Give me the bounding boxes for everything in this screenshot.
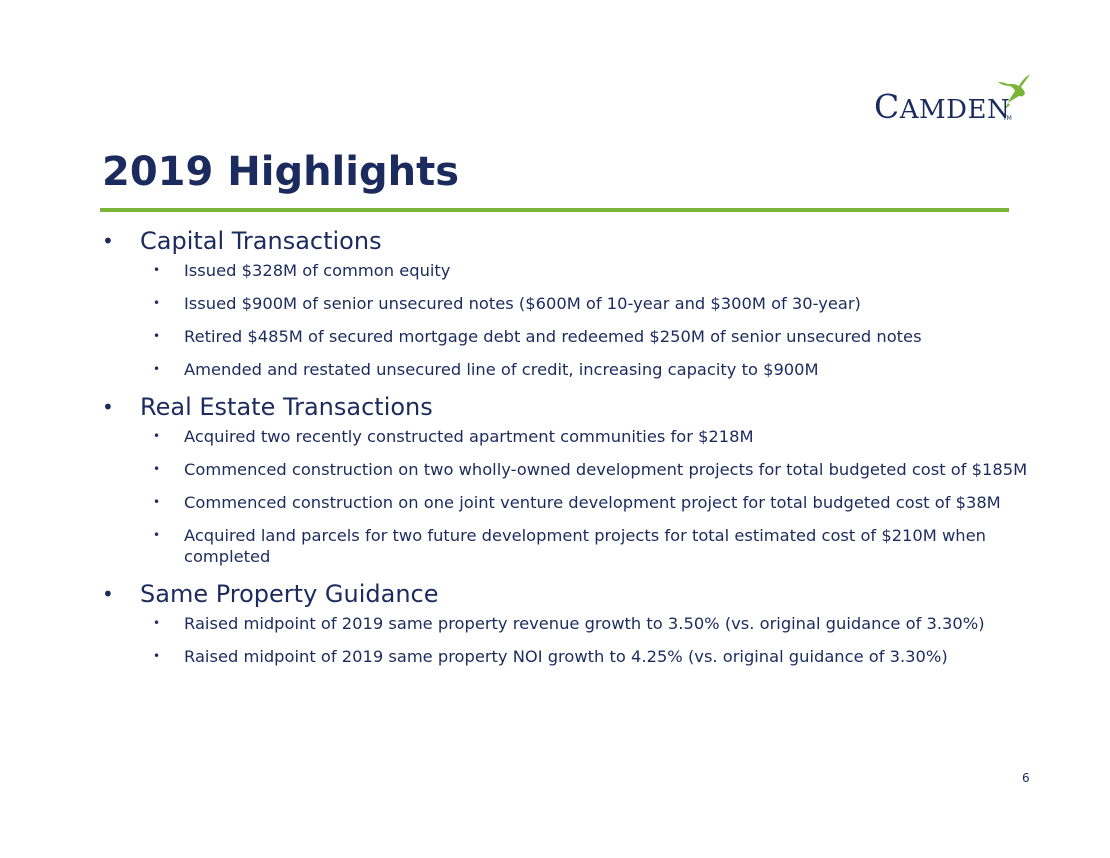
list-item: • Commenced construction on one joint ven… bbox=[100, 492, 1040, 513]
page-title: 2019 Highlights bbox=[102, 149, 460, 195]
list-item-text: Acquired two recently constructed apartm… bbox=[184, 427, 754, 446]
section-heading: • Capital Transactions bbox=[100, 226, 1040, 256]
section-real-estate-transactions: • Real Estate Transactions • Acquired two… bbox=[100, 392, 1040, 567]
list-item: • Issued $900M of senior unsecured notes … bbox=[100, 293, 1040, 314]
logo-wordmark: CAMDEN bbox=[874, 90, 1010, 123]
section-heading: • Same Property Guidance bbox=[100, 579, 1040, 609]
section-heading-text: Real Estate Transactions bbox=[140, 393, 433, 421]
logo-trademark: TM bbox=[1003, 115, 1012, 122]
list-item: • Issued $328M of common equity bbox=[100, 260, 1040, 281]
list-item-text: Raised midpoint of 2019 same property NO… bbox=[184, 647, 948, 666]
sub-bullet-icon: • bbox=[153, 329, 161, 343]
sub-bullet-icon: • bbox=[153, 495, 161, 509]
logo-initial: C bbox=[874, 87, 900, 126]
sub-bullet-icon: • bbox=[153, 263, 161, 277]
section-heading: • Real Estate Transactions bbox=[100, 392, 1040, 422]
hummingbird-logo-icon bbox=[998, 74, 1030, 110]
list-item-text: Acquired land parcels for two future dev… bbox=[184, 526, 986, 566]
bullet-icon: • bbox=[102, 229, 114, 253]
list-item: • Raised midpoint of 2019 same property r… bbox=[100, 613, 1040, 634]
sub-bullet-icon: • bbox=[153, 296, 161, 310]
list-item-text: Commenced construction on one joint vent… bbox=[184, 493, 1001, 512]
section-heading-text: Capital Transactions bbox=[140, 227, 382, 255]
list-item: • Commenced construction on two wholly-ow… bbox=[100, 459, 1040, 480]
list-item-text: Raised midpoint of 2019 same property re… bbox=[184, 614, 985, 633]
title-divider bbox=[100, 208, 1009, 212]
list-item: • Acquired land parcels for two future de… bbox=[100, 525, 1040, 567]
bullet-list: • Issued $328M of common equity • Issued $… bbox=[100, 260, 1040, 380]
list-item-text: Issued $328M of common equity bbox=[184, 261, 451, 280]
sub-bullet-icon: • bbox=[153, 649, 161, 663]
sub-bullet-icon: • bbox=[153, 462, 161, 476]
list-item: • Amended and restated unsecured line of … bbox=[100, 359, 1040, 380]
list-item: • Acquired two recently constructed apart… bbox=[100, 426, 1040, 447]
list-item: • Retired $485M of secured mortgage debt … bbox=[100, 326, 1040, 347]
bullet-list: • Acquired two recently constructed apart… bbox=[100, 426, 1040, 567]
list-item-text: Issued $900M of senior unsecured notes (… bbox=[184, 294, 861, 313]
list-item-text: Amended and restated unsecured line of c… bbox=[184, 360, 819, 379]
bullet-list: • Raised midpoint of 2019 same property r… bbox=[100, 613, 1040, 667]
highlights-content: • Capital Transactions • Issued $328M of … bbox=[100, 226, 1040, 679]
camden-logo: CAMDEN TM bbox=[874, 72, 1036, 130]
page-number: 6 bbox=[1022, 771, 1030, 785]
list-item-text: Commenced construction on two wholly-own… bbox=[184, 460, 1028, 479]
sub-bullet-icon: • bbox=[153, 616, 161, 630]
bullet-icon: • bbox=[102, 582, 114, 606]
list-item-text: Retired $485M of secured mortgage debt a… bbox=[184, 327, 922, 346]
sub-bullet-icon: • bbox=[153, 429, 161, 443]
section-capital-transactions: • Capital Transactions • Issued $328M of … bbox=[100, 226, 1040, 380]
logo-rest: AMDEN bbox=[899, 95, 1011, 125]
bullet-icon: • bbox=[102, 395, 114, 419]
section-same-property-guidance: • Same Property Guidance • Raised midpoin… bbox=[100, 579, 1040, 667]
section-heading-text: Same Property Guidance bbox=[140, 580, 439, 608]
list-item: • Raised midpoint of 2019 same property N… bbox=[100, 646, 1040, 667]
sub-bullet-icon: • bbox=[153, 528, 161, 542]
sub-bullet-icon: • bbox=[153, 362, 161, 376]
